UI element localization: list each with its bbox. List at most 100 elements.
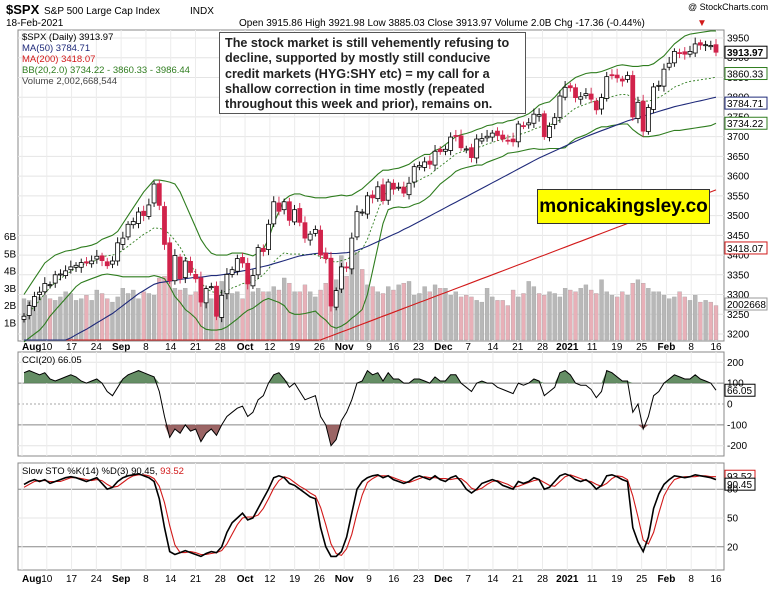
- x-tick-label: 10: [41, 342, 53, 353]
- x-tick-label: Dec: [434, 574, 453, 585]
- volume-bar: [547, 291, 552, 341]
- volume-bar: [68, 293, 73, 341]
- candle-body: [172, 255, 178, 282]
- candle-body: [276, 202, 282, 212]
- candle-body: [708, 45, 714, 48]
- volume-bar: [469, 296, 474, 341]
- volume-bar: [479, 301, 485, 341]
- volume-bar: [261, 291, 266, 341]
- price-tick-label: 3200: [727, 330, 750, 341]
- volume-bar: [292, 291, 297, 341]
- x-tick-label: 19: [289, 574, 301, 585]
- candle-body: [599, 97, 604, 110]
- volume-bar: [693, 295, 698, 341]
- candle-body: [229, 269, 235, 275]
- volume-bar: [495, 300, 500, 341]
- badge-bbupper-box: [724, 67, 768, 81]
- volume-bar: [422, 286, 427, 341]
- candle-body: [697, 42, 703, 46]
- volume-bars: [21, 251, 719, 341]
- x-tick-label: Oct: [237, 574, 254, 585]
- candle-body: [552, 117, 558, 125]
- volume-bar: [641, 282, 646, 341]
- price-tick-label: 3250: [727, 310, 750, 321]
- price-tick-label: 3600: [727, 172, 750, 183]
- candle-body: [656, 84, 662, 87]
- sto-k-badge-text: 90.45: [727, 480, 752, 491]
- candle-body: [458, 135, 464, 149]
- volume-bar: [42, 295, 47, 341]
- x-tick-label: 26: [314, 574, 326, 585]
- copyright-label: @ StockCharts.com: [688, 2, 768, 12]
- volume-bar: [308, 291, 313, 341]
- sto-tick-label: 50: [727, 514, 739, 525]
- candle-body: [521, 125, 526, 128]
- volume-bar: [609, 295, 615, 341]
- cci-badge-box: [724, 383, 756, 397]
- candle-body: [406, 182, 412, 196]
- sto-grid: [18, 463, 724, 570]
- candle-body: [240, 257, 245, 264]
- legend-price: $SPX (Daily) 3913.97: [22, 32, 113, 43]
- volume-bar: [235, 291, 240, 341]
- x-tick-label: 24: [91, 574, 103, 585]
- x-tick-label: 9: [366, 574, 372, 585]
- cci-tick-label: -200: [727, 441, 747, 452]
- candle-body: [68, 266, 74, 271]
- candle-body: [573, 87, 578, 98]
- volume-bar: [578, 288, 583, 341]
- x-tick-label: 11: [587, 574, 598, 585]
- candle-body: [21, 315, 27, 320]
- candle-body: [422, 161, 428, 168]
- x-tick-label: 19: [611, 574, 623, 585]
- ohlc-summary: Open 3915.86 High 3921.98 Low 3885.03 Cl…: [239, 18, 645, 29]
- candle-body: [687, 51, 693, 55]
- candle-body: [432, 150, 438, 166]
- volume-bar: [229, 293, 235, 341]
- sto-label-k: Slow STO %K(14) %D(3) 90.45,: [22, 466, 158, 477]
- volume-bar: [250, 291, 256, 341]
- price-tick-label: 3400: [727, 251, 750, 262]
- volume-bar: [464, 295, 469, 341]
- volume-bar: [677, 291, 682, 341]
- volume-bar: [661, 295, 667, 341]
- candle-body: [198, 277, 204, 303]
- candle-body: [162, 206, 167, 245]
- volume-tick-label: 5B: [4, 249, 17, 260]
- volume-bar: [136, 298, 141, 341]
- candle-body: [417, 165, 422, 168]
- volume-bar: [635, 279, 641, 341]
- candle-body: [302, 222, 308, 239]
- sto-tick-label: 80: [727, 485, 739, 496]
- x-tick-label: 16: [710, 342, 722, 353]
- volume-bar: [552, 293, 557, 341]
- x-tick-label: 28: [537, 574, 549, 585]
- price-tick-label: 3350: [727, 270, 750, 281]
- volume-bar: [412, 295, 417, 341]
- volume-bar: [583, 284, 589, 341]
- price-legend: $SPX (Daily) 3913.97 MA(50) 3784.71 MA(2…: [22, 32, 190, 87]
- candle-body: [427, 160, 433, 165]
- change-down-icon: ▼: [697, 18, 707, 29]
- candle-body: [234, 258, 240, 272]
- ma200-line: [24, 189, 717, 341]
- badge-volume-text: 2002668: [727, 300, 766, 311]
- x-tick-label: 25: [636, 574, 648, 585]
- candle-body: [286, 201, 292, 221]
- candle-body: [110, 260, 115, 265]
- price-tick-label: 3450: [727, 231, 750, 242]
- candle-body: [146, 204, 152, 217]
- candle-body: [120, 237, 126, 245]
- candle-body: [271, 201, 277, 225]
- volume-bar: [594, 293, 599, 341]
- volume-bar: [630, 282, 635, 341]
- x-tick-label: 28: [215, 574, 227, 585]
- volume-bar: [344, 276, 349, 341]
- cci-badge-text: 66.05: [727, 386, 752, 397]
- x-tick-label: 28: [215, 342, 227, 353]
- candle-body: [203, 288, 209, 304]
- legend-ma200: MA(200) 3418.07: [22, 54, 95, 65]
- volume-tick-label: 4B: [4, 267, 17, 278]
- candle-body: [682, 51, 688, 55]
